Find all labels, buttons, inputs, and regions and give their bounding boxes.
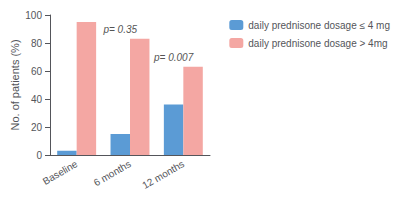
svg-text:Baseline: Baseline [41, 158, 80, 187]
svg-text:No. of patients (%): No. of patients (%) [9, 39, 21, 130]
svg-text:daily prednisone dosage > 4mg: daily prednisone dosage > 4mg [248, 38, 387, 49]
svg-text:20: 20 [31, 122, 43, 133]
svg-text:6 months: 6 months [92, 158, 133, 188]
svg-text:0: 0 [36, 150, 42, 161]
svg-text:80: 80 [31, 38, 43, 49]
svg-text:p= 0.007: p= 0.007 [153, 52, 194, 63]
svg-text:40: 40 [31, 94, 43, 105]
svg-text:100: 100 [25, 10, 42, 21]
svg-text:12 months: 12 months [140, 158, 186, 191]
svg-text:p= 0.35: p= 0.35 [102, 24, 137, 35]
svg-text:60: 60 [31, 66, 43, 77]
svg-text:daily prednisone dosage ≤ 4 mg: daily prednisone dosage ≤ 4 mg [248, 20, 390, 31]
